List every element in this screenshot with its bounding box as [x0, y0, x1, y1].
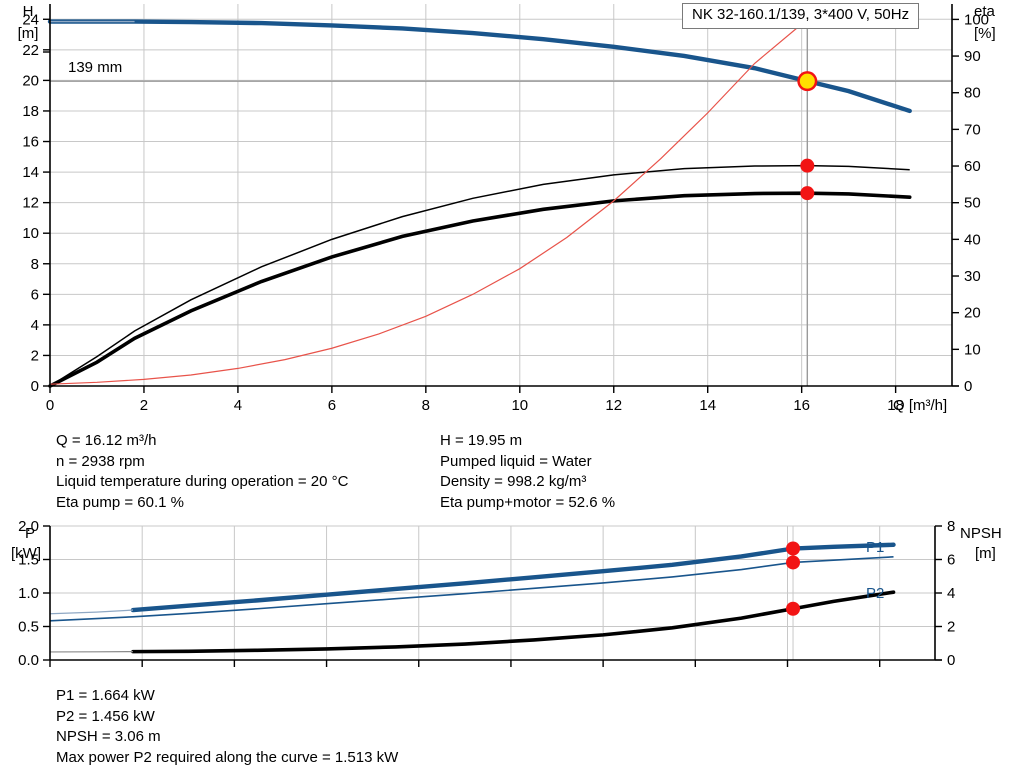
y2-tick-label: 2	[947, 619, 955, 636]
x-tick-label: 6	[328, 397, 336, 414]
y-tick-label: 24	[22, 11, 39, 28]
info-line: Pumped liquid = Water	[440, 452, 592, 470]
p1-curve-label: P1	[866, 539, 884, 556]
y2-tick-label: 80	[964, 85, 981, 102]
power-npsh-chart: 0.0 0.5 1.0 1.5 2.0 0 2 4 6 8 P [kW] NPSH [m] P1 P2	[11, 520, 1002, 669]
x-tick-label: 18	[887, 397, 904, 414]
y-tick-label: 22	[22, 42, 39, 59]
y-tick-label: 0.5	[18, 619, 39, 636]
curve-eta-pump	[49, 164, 910, 387]
head-efficiency-chart: 0246810121416182022240102030405060708090…	[18, 3, 996, 414]
curve-p2	[49, 556, 894, 622]
y-tick-label: 16	[22, 134, 39, 151]
y2-tick-label: 20	[964, 305, 981, 322]
eta-pump-motor-point[interactable]	[800, 186, 815, 201]
info-line: Max power P2 required along the curve = …	[56, 748, 399, 766]
curve-h-curve-139-mm	[47, 19, 912, 114]
info-line: Density = 998.2 kg/m³	[440, 473, 587, 490]
y-tick-label: 0.0	[18, 652, 39, 669]
y2-axis-title: NPSH	[960, 525, 1002, 542]
pump-title-box: NK 32-160.1/139, 3*400 V, 50Hz	[682, 3, 920, 29]
y2-axis-title: eta	[974, 3, 996, 20]
y2-tick-label: 6	[947, 552, 955, 569]
x-tick-label: 0	[46, 397, 54, 414]
impeller-diameter-label: 139 mm	[68, 59, 122, 76]
y-tick-label: 0	[31, 378, 39, 395]
operating-data-bottom: P1 = 1.664 kW P2 = 1.456 kW NPSH = 3.06 …	[56, 686, 398, 768]
y-tick-label: 14	[22, 164, 39, 181]
y-tick-label: 10	[22, 225, 39, 242]
curve-p1-extrapolated	[49, 609, 134, 615]
pump-title-label: NK 32-160.1/139, 3*400 V, 50Hz	[692, 6, 910, 23]
info-line: Eta pump+motor = 52.6 %	[440, 493, 616, 511]
y2-tick-label: 70	[964, 121, 981, 138]
eta-pump-point[interactable]	[800, 158, 815, 173]
info-line: Eta pump = 60.1 %	[56, 493, 184, 511]
operating-data-right-column: H = 19.95 m Pumped liquid = Water Densit…	[440, 431, 615, 513]
p2-point[interactable]	[786, 555, 801, 570]
x-tick-label: 14	[699, 397, 716, 414]
y2-tick-label: 0	[964, 378, 972, 395]
y2-tick-label: 90	[964, 48, 981, 65]
y2-axis-unit: [%]	[974, 25, 996, 42]
y-tick-label: 18	[22, 103, 39, 120]
info-line: Q = 16.12 m³/h	[56, 432, 157, 449]
y-tick-label: 2.0	[18, 520, 39, 535]
info-line: P2 = 1.456 kW	[56, 707, 155, 725]
x-tick-label: 16	[793, 397, 810, 414]
info-line: Liquid temperature during operation = 20…	[56, 473, 349, 490]
y-axis-unit: [m]	[18, 25, 39, 42]
x-tick-label: 8	[422, 397, 430, 414]
y2-tick-label: 4	[947, 585, 955, 602]
x-tick-label: 10	[511, 397, 528, 414]
y-tick-label: 20	[22, 72, 39, 89]
y2-tick-label: 100	[964, 11, 989, 28]
info-line: NPSH = 3.06 m	[56, 728, 161, 745]
p2-curve-label: P2	[866, 585, 884, 602]
y-axis-title: H	[23, 3, 34, 20]
x-tick-label: 12	[605, 397, 622, 414]
y-tick-label: 6	[31, 286, 39, 303]
y2-tick-label: 60	[964, 158, 981, 175]
operating-data-left-column: Q = 16.12 m³/h n = 2938 rpm Liquid tempe…	[56, 431, 348, 513]
y-tick-label: 8	[31, 256, 39, 273]
y-tick-label: 12	[22, 195, 39, 212]
npsh-point[interactable]	[786, 601, 801, 616]
duty-point[interactable]	[797, 71, 818, 92]
y-axis-title: P	[25, 525, 35, 542]
info-line: H = 19.95 m	[440, 432, 523, 449]
operating-data-top: Q = 16.12 m³/h n = 2938 rpm Liquid tempe…	[0, 431, 1024, 519]
y2-tick-label: 10	[964, 341, 981, 358]
y-tick-label: 1.0	[18, 585, 39, 602]
y2-tick-label: 0	[947, 652, 955, 669]
y-tick-label: 1.5	[18, 552, 39, 569]
p1-point[interactable]	[786, 541, 801, 556]
x-axis-title: Q [m³/h]	[893, 397, 947, 414]
x-tick-label: 2	[140, 397, 148, 414]
y-axis-unit: [kW]	[11, 545, 41, 562]
x-tick-label: 4	[234, 397, 242, 414]
y-tick-label: 4	[31, 317, 39, 334]
info-line: n = 2938 rpm	[56, 452, 145, 470]
y2-axis-unit: [m]	[975, 545, 996, 562]
curve-eta-pump-motor	[48, 191, 912, 388]
info-line: P1 = 1.664 kW	[56, 687, 155, 704]
curve-p1	[130, 542, 896, 613]
y-tick-label: 2	[31, 347, 39, 364]
y2-tick-label: 50	[964, 195, 981, 212]
curve-npsh-top	[49, 18, 808, 385]
y2-tick-label: 40	[964, 231, 981, 248]
y2-tick-label: 30	[964, 268, 981, 285]
y2-tick-label: 8	[947, 520, 955, 535]
